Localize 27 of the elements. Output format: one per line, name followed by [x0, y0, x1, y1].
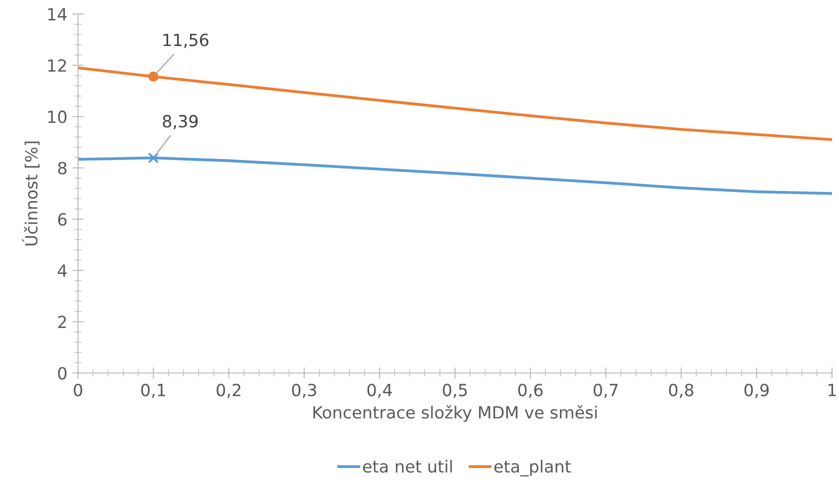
- legend-label: eta_plant: [494, 460, 571, 476]
- y-tick-label: 2: [58, 316, 66, 328]
- x-tick-label: 1: [828, 384, 836, 396]
- annotation: 8,39: [162, 114, 198, 130]
- x-tick-label: 0,3: [292, 384, 316, 398]
- x-tick-label: 0,1: [141, 384, 166, 398]
- y-tick-label: 8: [58, 162, 66, 174]
- y-tick-label: 10: [48, 110, 66, 124]
- legend-label: eta net util: [363, 460, 452, 473]
- x-tick-label: 0: [74, 384, 82, 396]
- y-tick-label: 4: [58, 264, 67, 277]
- x-tick-label: 0,2: [216, 384, 240, 398]
- y-tick-label: 12: [48, 59, 66, 72]
- x-tick-label: 0,8: [669, 384, 694, 398]
- x-tick-label: 0,6: [518, 384, 543, 398]
- x-tick-label: 0,5: [442, 384, 467, 398]
- x-tick-label: 0,9: [744, 384, 769, 398]
- annotation: 11,56: [164, 34, 208, 48]
- y-tick-label: 0: [58, 366, 66, 380]
- y-tick-label: 6: [58, 213, 67, 226]
- x-tick-label: 0,7: [594, 384, 618, 398]
- line-series: [78, 66, 832, 142]
- x-tick-label: 0,4: [367, 384, 392, 398]
- line-series: [78, 156, 832, 195]
- y-axis-title: Účinnost [%]: [22, 142, 40, 246]
- y-tick-label: 14: [48, 8, 67, 20]
- x-axis-title: Koncentrace složky MDM ve směsi: [313, 405, 597, 422]
